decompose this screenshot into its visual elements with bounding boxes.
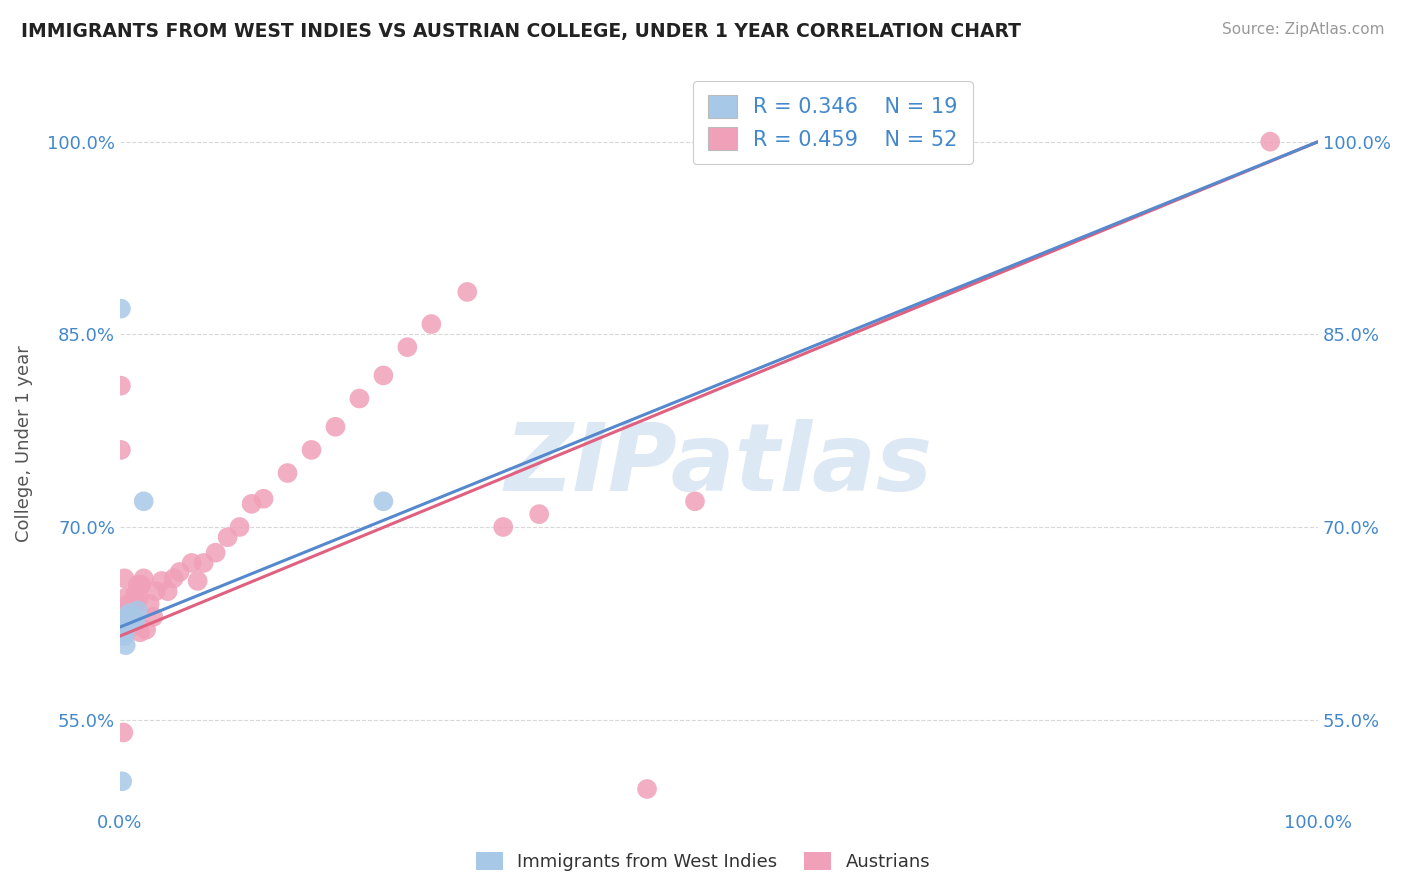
Point [132, 494, 155, 508]
Point [325, 419, 347, 434]
Point [163, 571, 186, 585]
Point [180, 556, 202, 570]
Point [110, 623, 132, 637]
Point [121, 615, 143, 629]
Point [138, 597, 160, 611]
Point [169, 565, 191, 579]
Point [111, 774, 134, 789]
Point [112, 725, 135, 739]
Point [117, 616, 139, 631]
Point [125, 599, 148, 614]
Point [420, 317, 443, 331]
Point [150, 574, 173, 588]
Point [110, 301, 132, 316]
Point [373, 368, 395, 383]
Point [115, 620, 138, 634]
Point [114, 638, 136, 652]
Point [252, 491, 274, 506]
Point [110, 378, 132, 392]
Point [301, 442, 323, 457]
Point [115, 603, 138, 617]
Point [132, 571, 155, 585]
Point [492, 520, 515, 534]
Point [145, 584, 167, 599]
Point [110, 442, 132, 457]
Point [127, 578, 149, 592]
Point [112, 625, 135, 640]
Point [114, 571, 136, 585]
Point [276, 466, 298, 480]
Point [120, 610, 142, 624]
Point [114, 629, 136, 643]
Text: Source: ZipAtlas.com: Source: ZipAtlas.com [1222, 22, 1385, 37]
Point [114, 616, 136, 631]
Point [111, 616, 134, 631]
Point [204, 546, 226, 560]
Legend: Immigrants from West Indies, Austrians: Immigrants from West Indies, Austrians [468, 845, 938, 879]
Point [683, 494, 706, 508]
Point [636, 782, 658, 797]
Point [111, 603, 134, 617]
Point [117, 610, 139, 624]
Point [240, 497, 263, 511]
Point [135, 623, 157, 637]
Legend: R = 0.346    N = 19, R = 0.459    N = 52: R = 0.346 N = 19, R = 0.459 N = 52 [693, 80, 973, 164]
Point [527, 507, 550, 521]
Point [373, 494, 395, 508]
Point [118, 612, 141, 626]
Point [217, 530, 239, 544]
Point [110, 610, 132, 624]
Point [1258, 135, 1281, 149]
Point [156, 584, 179, 599]
Point [349, 392, 371, 406]
Point [117, 597, 139, 611]
Point [121, 620, 143, 634]
Point [114, 616, 136, 631]
Point [456, 285, 478, 299]
Point [118, 606, 141, 620]
Point [129, 625, 152, 640]
Point [131, 578, 153, 592]
Point [142, 610, 165, 624]
Point [193, 556, 215, 570]
Point [120, 603, 142, 617]
Text: ZIPatlas: ZIPatlas [505, 419, 934, 511]
Point [124, 612, 146, 626]
Point [122, 610, 145, 624]
Point [128, 591, 150, 605]
Point [187, 574, 209, 588]
Point [122, 597, 145, 611]
Point [127, 603, 149, 617]
Point [114, 591, 136, 605]
Point [396, 340, 419, 354]
Text: IMMIGRANTS FROM WEST INDIES VS AUSTRIAN COLLEGE, UNDER 1 YEAR CORRELATION CHART: IMMIGRANTS FROM WEST INDIES VS AUSTRIAN … [21, 22, 1021, 41]
Point [117, 612, 139, 626]
Point [122, 608, 145, 623]
Y-axis label: College, Under 1 year: College, Under 1 year [15, 345, 32, 541]
Point [124, 587, 146, 601]
Point [228, 520, 250, 534]
